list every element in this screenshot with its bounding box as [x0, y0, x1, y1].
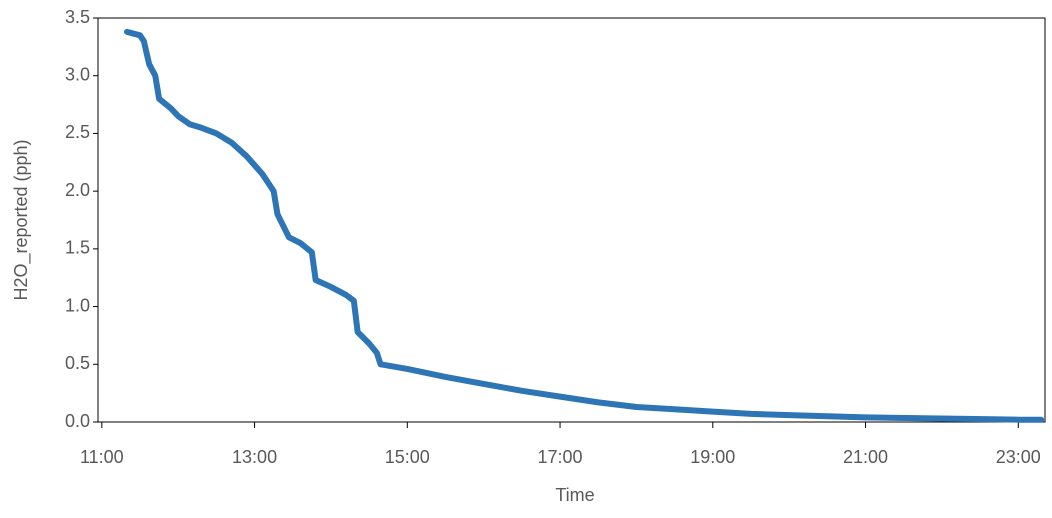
plot-frame [97, 17, 1046, 423]
x-tick-label: 13:00 [232, 447, 277, 467]
x-tick-label: 21:00 [843, 447, 888, 467]
x-tick-label: 15:00 [385, 447, 430, 467]
data-line [124, 28, 1045, 423]
x-axis-title: Time [555, 485, 594, 505]
y-tick-label: 2.5 [65, 122, 90, 142]
x-tick-label: 19:00 [690, 447, 735, 467]
y-tick-label: 3.5 [65, 7, 90, 27]
y-tick-label: 2.0 [65, 180, 90, 200]
x-tick-label: 23:00 [996, 447, 1041, 467]
y-tick-label: 1.0 [65, 295, 90, 315]
y-tick-label: 0.0 [65, 411, 90, 431]
y-tick-label: 0.5 [65, 353, 90, 373]
y-tick-label: 1.5 [65, 238, 90, 258]
x-tick-label: 17:00 [538, 447, 583, 467]
y-tick-label: 3.0 [65, 64, 90, 84]
y-axis-title: H2O_reported (pph) [11, 139, 32, 300]
x-tick-label: 11:00 [80, 447, 124, 467]
